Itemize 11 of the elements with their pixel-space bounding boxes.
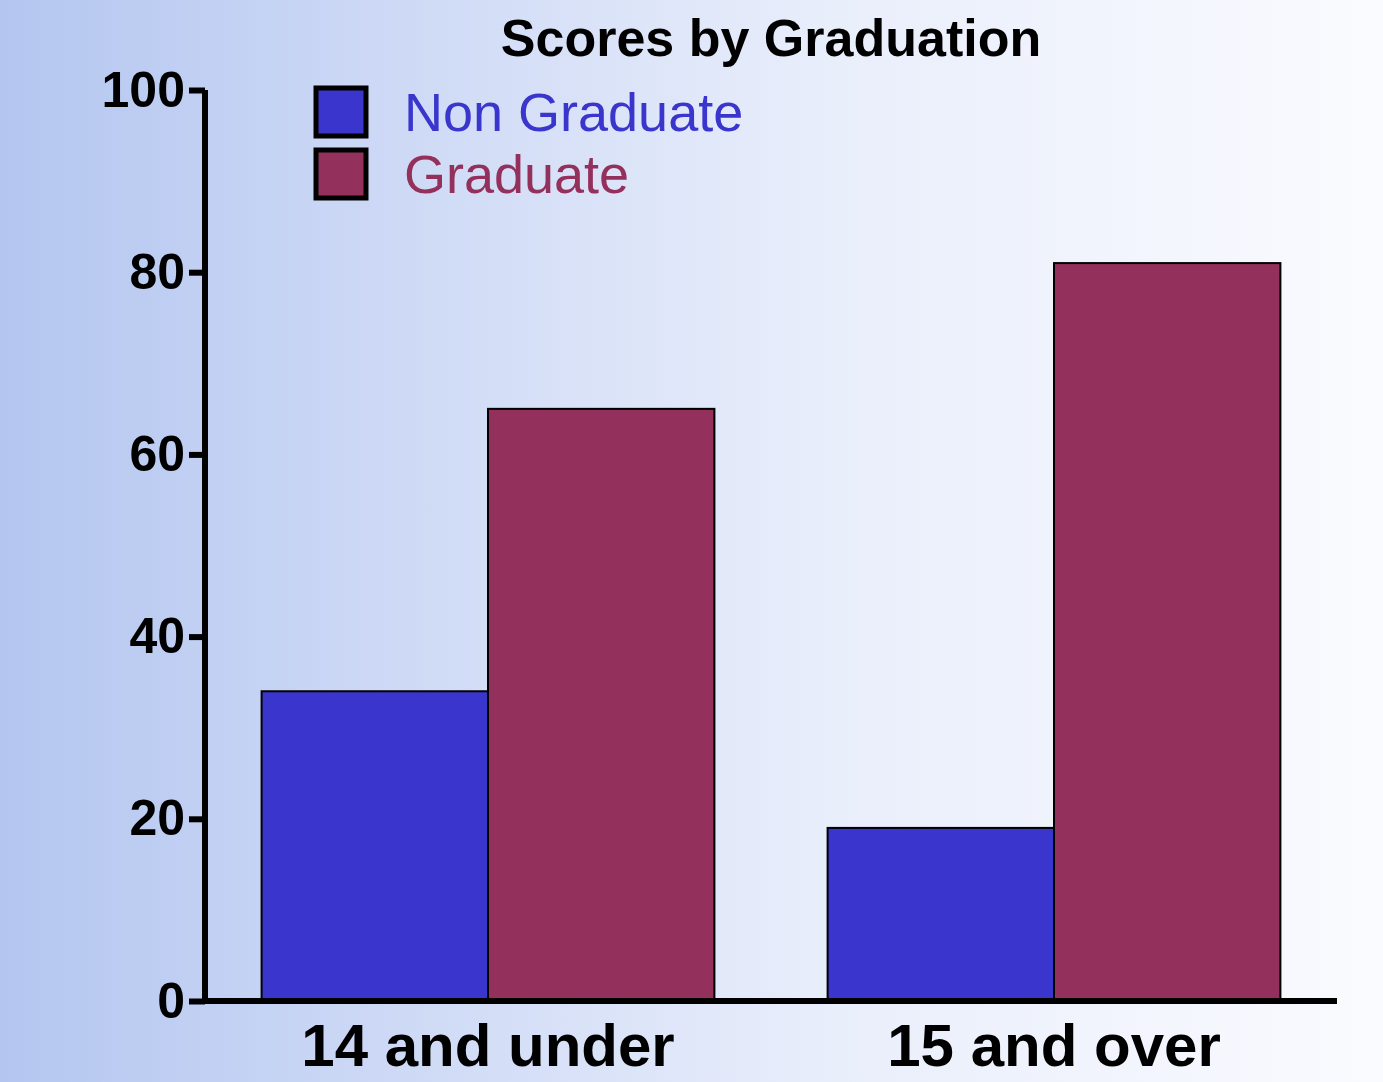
y-tick-label: 20: [129, 790, 185, 847]
y-tick-label: 40: [129, 608, 185, 665]
legend-label: Graduate: [404, 144, 630, 204]
y-tick-label: 0: [157, 972, 185, 1029]
x-tick-label: 15 and over: [887, 1011, 1221, 1079]
y-tick-label: 100: [101, 61, 185, 118]
legend-label: Non Graduate: [404, 82, 744, 142]
chart-title: Scores by Graduation: [500, 9, 1042, 67]
y-tick-label: 80: [129, 243, 185, 300]
x-tick-label: 14 and under: [301, 1011, 675, 1079]
y-tick-label: 60: [129, 425, 185, 482]
